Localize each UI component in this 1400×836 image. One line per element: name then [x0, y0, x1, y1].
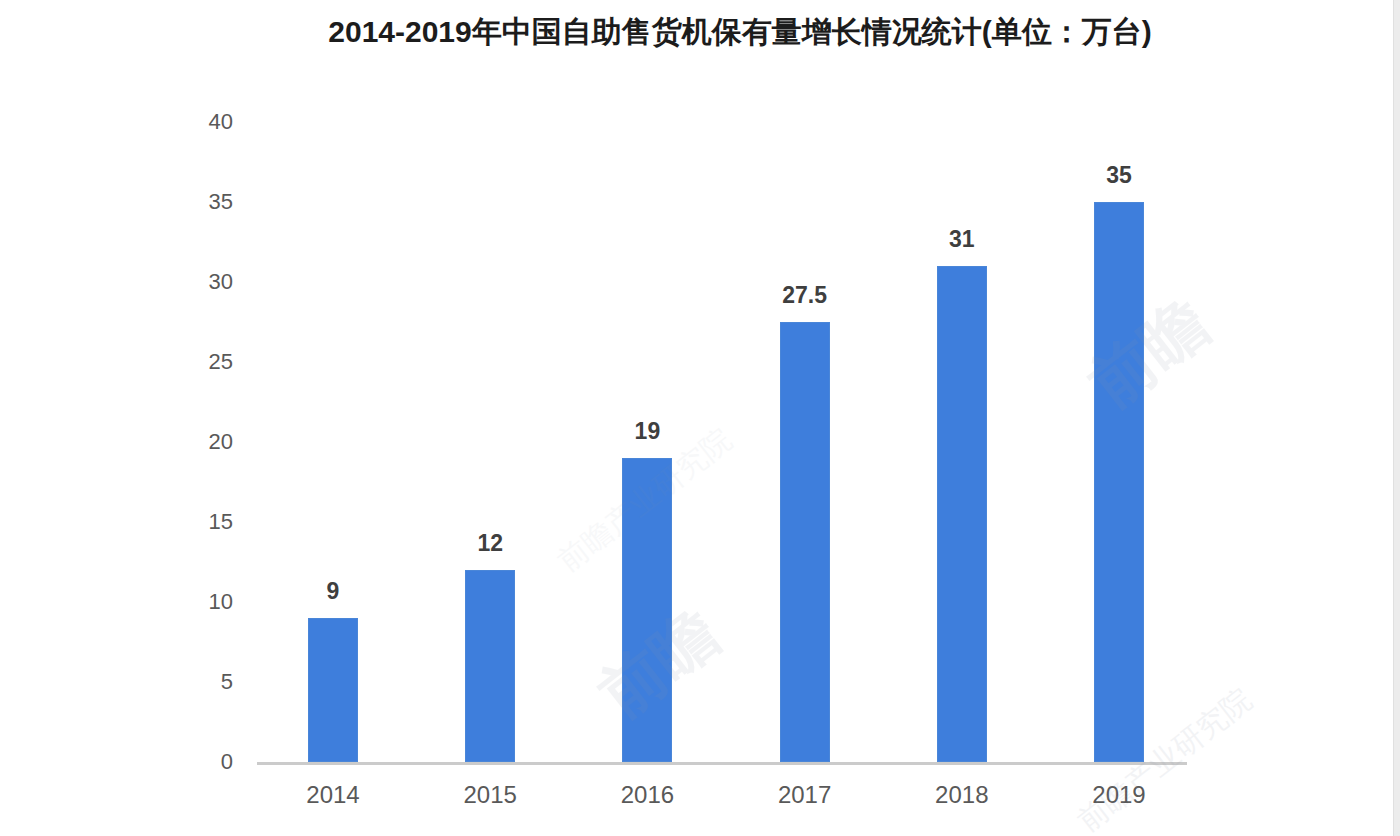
value-label: 9 [273, 576, 393, 606]
chart-title: 2014-2019年中国自助售货机保有量增长情况统计(单位：万台) [90, 12, 1390, 53]
x-tick-label: 2017 [735, 780, 875, 810]
y-tick-label: 35 [153, 187, 233, 217]
x-axis-line [257, 762, 1187, 765]
y-tick-label: 15 [153, 507, 233, 537]
x-tick-label: 2016 [577, 780, 717, 810]
bar-2018 [937, 266, 987, 762]
x-tick-label: 2014 [263, 780, 403, 810]
bar-2017 [780, 322, 830, 762]
bar-2014 [308, 618, 358, 762]
x-tick-label: 2015 [420, 780, 560, 810]
y-tick-label: 30 [153, 267, 233, 297]
bar-2016 [622, 458, 672, 762]
y-tick-label: 0 [153, 747, 233, 777]
y-tick-label: 5 [153, 667, 233, 697]
right-edge-strip [1393, 0, 1400, 836]
y-tick-label: 10 [153, 587, 233, 617]
chart-canvas: 2014-2019年中国自助售货机保有量增长情况统计(单位：万台) 0 5 10 15… [0, 0, 1400, 836]
y-tick-label: 20 [153, 427, 233, 457]
value-label: 31 [902, 224, 1022, 254]
value-label: 19 [587, 416, 707, 446]
x-tick-label: 2018 [892, 780, 1032, 810]
value-label: 12 [430, 528, 550, 558]
x-tick-label: 2019 [1049, 780, 1189, 810]
value-label: 27.5 [745, 280, 865, 310]
bar-2015 [465, 570, 515, 762]
value-label: 35 [1059, 160, 1179, 190]
y-tick-label: 25 [153, 347, 233, 377]
bar-2019 [1094, 202, 1144, 762]
y-tick-label: 40 [153, 107, 233, 137]
